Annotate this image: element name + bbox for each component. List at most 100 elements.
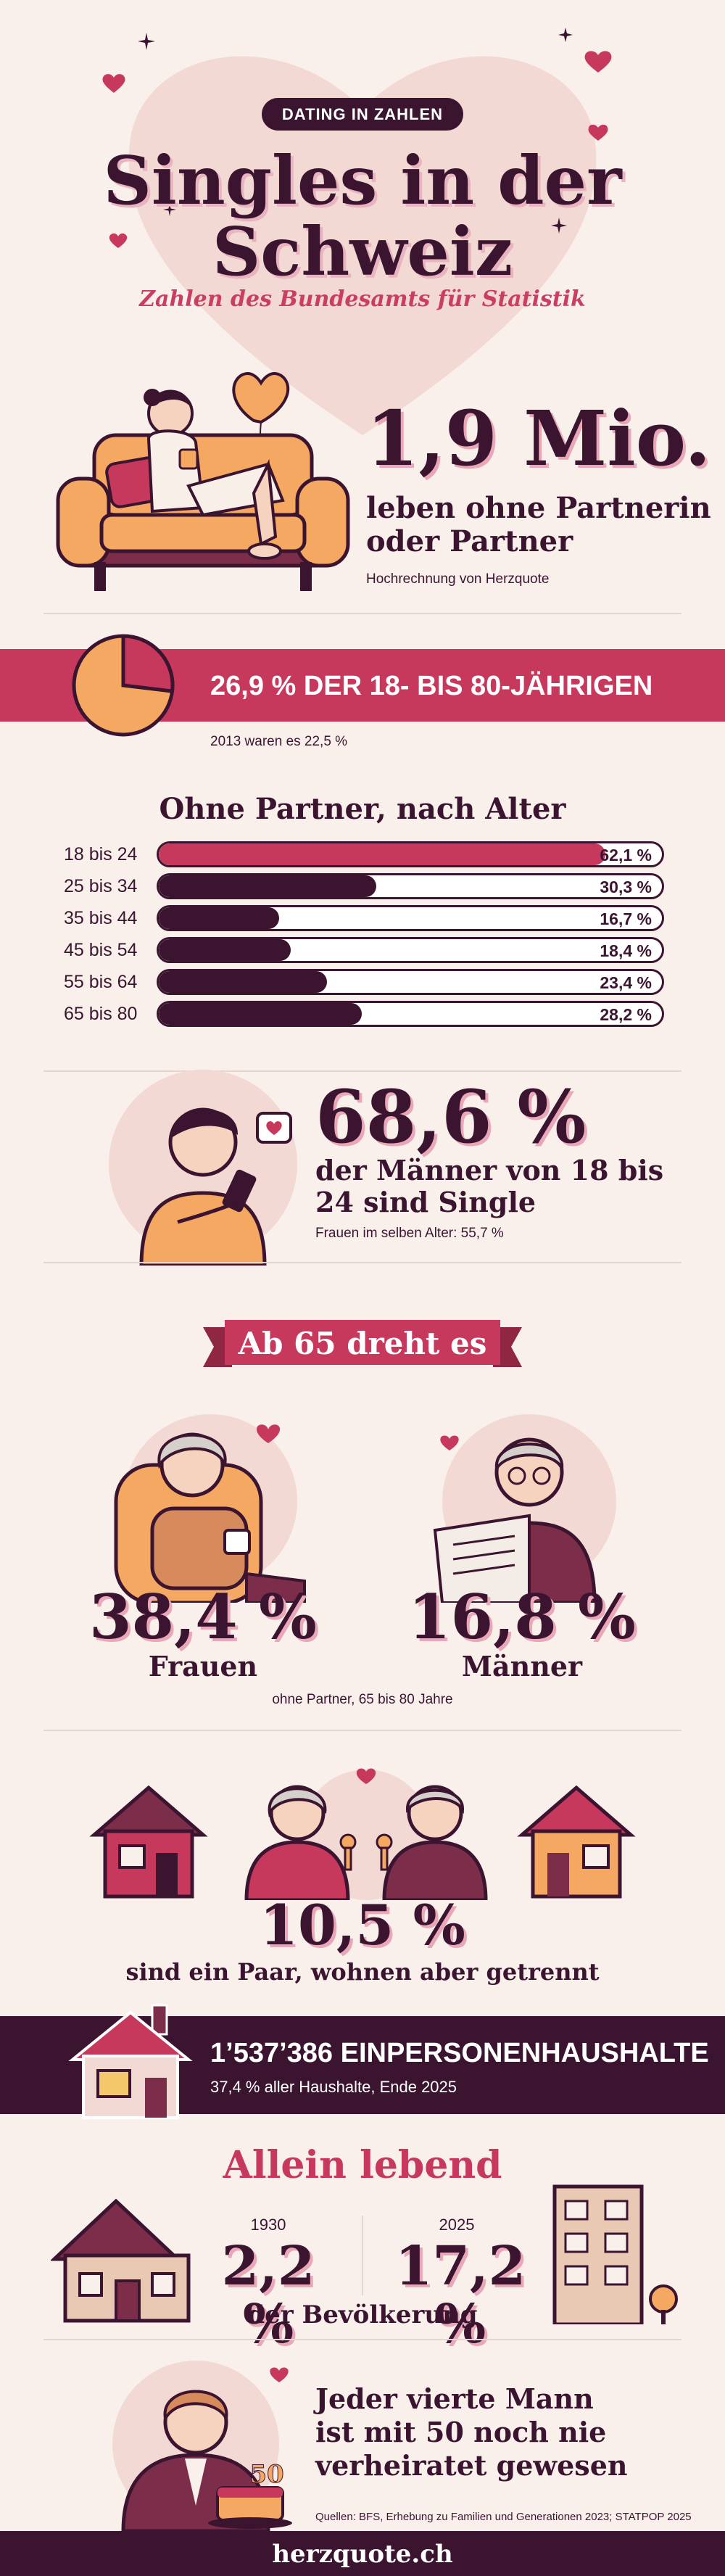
hero-line-1: leben ohne Partnerin [366,491,711,525]
senior-men-label: Männer [461,1650,583,1683]
sparkle-icon [163,203,176,216]
cake-number: 50 [249,2460,284,2490]
divider [44,1070,682,1072]
age-bar-value: 62,1 % [600,846,652,864]
age-bar-value: 30,3 % [600,878,652,896]
apart-value: 10,5 % [260,1893,465,1957]
small-heart-icon [584,51,612,73]
age-bar-label: 55 bis 64 [64,972,138,992]
age-bar-label: 45 bis 54 [64,940,138,960]
page-subtitle: Zahlen des Bundesamts für Statistik [139,286,586,312]
young-man-phone-illustration [109,1070,297,1266]
title-line-1: Singles in der [103,141,622,220]
alone-value-2: 17,2 % [394,2235,526,2356]
single-house-icon [68,2004,193,2119]
age-bar [159,875,377,897]
age-bar-row: 55 bis 64 23,4 % [64,969,666,995]
age-bar-track: 30,3 % [157,873,664,899]
alone-label: der Bevölkerung [247,2300,478,2329]
senior-women-value: 38,4 % [89,1581,317,1653]
apart-label: sind ein Paar, wohnen aber getrennt [125,1958,600,1986]
hero-line-2: oder Partner [366,524,573,558]
age-bar [159,907,279,929]
men-young-value: 68,6 % [315,1074,587,1160]
age-bar-label: 25 bis 34 [64,876,138,896]
footer-site[interactable]: herzquote.ch [272,2540,453,2569]
senior-note: ohne Partner, 65 bis 80 Jahre [272,1692,453,1707]
title-line-2: Schweiz [212,212,513,291]
men-young-text: der Männer von 18 bis 24 sind Single [315,1155,663,1218]
age-bar-label: 65 bis 80 [64,1004,138,1024]
share-headline: 26,9 % DER 18- BIS 80-JÄHRIGEN [210,671,653,701]
age-bar-label: 18 bis 24 [64,844,138,864]
fifty-line-3: verheiratet gewesen [315,2449,628,2482]
alone-title: Allein lebend [223,2143,502,2187]
men-young-note: Frauen im selben Alter: 55,7 % [315,1226,504,1241]
alone-year-2: 2025 [439,2216,475,2234]
header-pill: DATING IN ZAHLEN [261,98,464,131]
page-title: Singles in der Schweiz [0,145,725,287]
men-young-line-2: 24 sind Single [315,1186,536,1218]
age-bar-value: 18,4 % [600,941,652,960]
small-heart-icon [102,74,125,93]
footer [0,2531,725,2576]
age-bar [159,939,291,961]
fifty-text: Jeder vierte Mann ist mit 50 noch nie ve… [315,2382,628,2482]
alone-separator [362,2216,363,2295]
households-headline: 1’537’386 EINPERSONENHAUSHALTE [210,2038,709,2068]
senior-ribbon-text: Ab 65 dreht es [238,1326,487,1361]
age-bar-value: 28,2 % [600,1005,652,1024]
hero-value: 1,9 Mio. [366,394,711,483]
small-heart-icon [588,124,608,141]
alone-value-1: 2,2 % [221,2235,315,2356]
age-bar-row: 45 bis 54 18,4 % [64,937,666,963]
age-bar-value: 23,4 % [600,973,652,992]
sources: Quellen: BFS, Erhebung zu Familien und G… [315,2511,692,2523]
men-young-line-1: der Männer von 18 bis [315,1154,664,1186]
header-heart-icon [128,56,597,436]
age-bar [159,1003,362,1025]
age-chart-title: Ohne Partner, nach Alter [159,792,566,826]
households-note: 37,4 % aller Haushalte, Ende 2025 [210,2078,457,2096]
age-bar-row: 18 bis 24 62,1 % [64,841,666,867]
woman-on-sofa-illustration [56,372,350,591]
sparkle-icon [551,218,567,234]
alone-year-1: 1930 [250,2216,286,2234]
divider [44,1262,682,1263]
age-bar-track: 62,1 % [157,841,664,867]
sparkle-icon [558,28,573,42]
senior-woman-illustration [114,1414,306,1603]
age-bar-label: 35 bis 44 [64,908,138,928]
divider [44,613,682,614]
elderly-couple-keys-illustration [244,1768,488,1900]
age-bar-row: 65 bis 80 28,2 % [64,1001,666,1027]
divider [44,1730,682,1731]
age-bar-value: 16,7 % [600,909,652,928]
age-bar-row: 25 bis 34 30,3 % [64,873,666,899]
old-house-icon [51,2198,191,2323]
sparkle-icon [138,33,155,50]
apartment-building-icon [552,2184,678,2324]
age-bar-row: 35 bis 44 16,7 % [64,905,666,931]
fifty-line-2: ist mit 50 noch nie [315,2416,607,2448]
share-note: 2013 waren es 22,5 % [210,734,348,749]
divider [44,2339,682,2340]
age-bar-track: 28,2 % [157,1001,664,1027]
small-heart-icon [109,233,128,248]
hero-note: Hochrechnung von Herzquote [366,571,550,587]
senior-man-newspaper-illustration [433,1414,616,1603]
age-bar-track: 16,7 % [157,905,664,931]
hero-text: leben ohne Partnerin oder Partner [366,492,711,558]
orange-house-icon [517,1785,636,1899]
ribbon-banner [203,1320,522,1367]
age-bar-track: 23,4 % [157,969,664,995]
red-house-icon [89,1785,208,1899]
senior-men-value: 16,8 % [408,1581,636,1653]
fifty-line-1: Jeder vierte Mann [315,2382,594,2415]
age-bar [159,843,605,865]
man-birthday-cake-illustration [112,2361,292,2531]
senior-women-label: Frauen [148,1650,258,1683]
age-bar [159,971,327,993]
pie-chart-icon [72,634,175,737]
age-bar-track: 18,4 % [157,937,664,963]
